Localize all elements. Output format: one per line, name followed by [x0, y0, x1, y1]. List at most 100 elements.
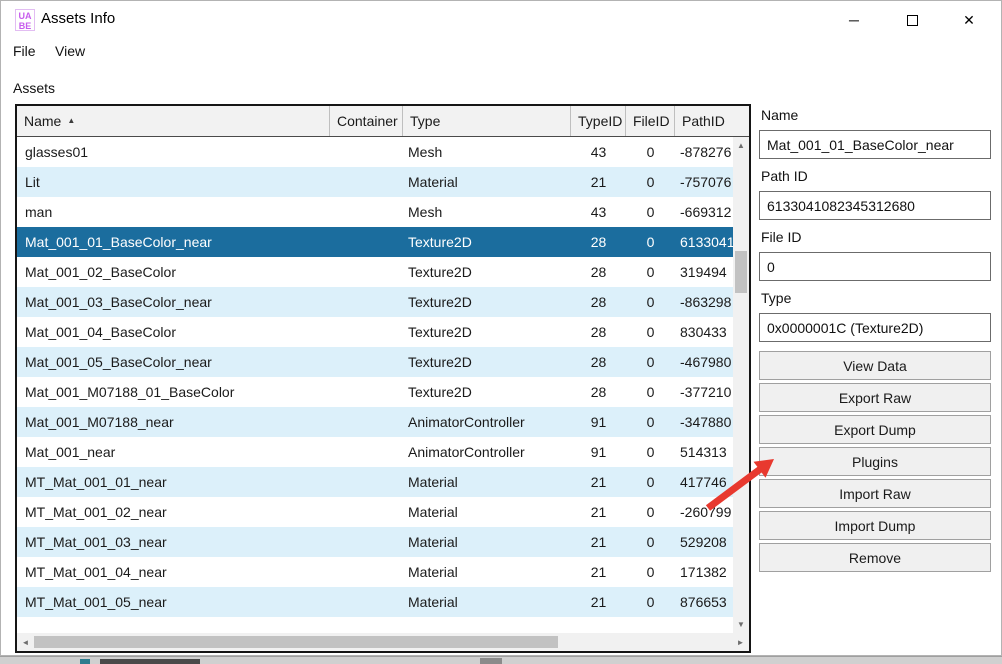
field-label: Name	[761, 107, 799, 123]
panel-button[interactable]: Import Dump	[759, 511, 991, 540]
table-row[interactable]: MT_Mat_001_02_near Material 21 0 -260799	[17, 497, 733, 527]
horizontal-scrollbar[interactable]: ◄ ►	[17, 633, 749, 651]
panel-field: Type	[759, 290, 991, 342]
cell-name: MT_Mat_001_05_near	[25, 594, 167, 610]
cell-fileid: 0	[646, 474, 655, 490]
column-header[interactable]: Container	[330, 106, 403, 136]
cell-fileid: 0	[646, 594, 655, 610]
table-row[interactable]: Mat_001_02_BaseColor Texture2D 28 0 3194…	[17, 257, 733, 287]
column-header[interactable]: Name ▲	[17, 106, 330, 136]
column-header-label: TypeID	[578, 113, 623, 129]
menu-item-file[interactable]: File	[13, 43, 36, 59]
column-header[interactable]: FileID	[626, 106, 675, 136]
column-header-label: PathID	[682, 113, 725, 129]
column-header[interactable]: Type	[403, 106, 571, 136]
cell-typeid: 28	[590, 384, 607, 400]
maximize-button[interactable]	[890, 2, 934, 38]
field-input[interactable]	[759, 313, 991, 342]
column-header-label: Type	[410, 113, 441, 129]
field-input[interactable]	[759, 130, 991, 159]
scroll-down-icon[interactable]: ▼	[737, 620, 745, 629]
table-row[interactable]: MT_Mat_001_05_near Material 21 0 876653	[17, 587, 733, 617]
panel-button[interactable]: View Data	[759, 351, 991, 380]
cell-container	[330, 467, 403, 497]
cell-name: MT_Mat_001_01_near	[25, 474, 167, 490]
cell-name: MT_Mat_001_02_near	[25, 504, 167, 520]
panel-button[interactable]: Remove	[759, 543, 991, 572]
cell-container	[330, 257, 403, 287]
column-header-label: Name	[24, 113, 62, 129]
panel-button[interactable]: Export Dump	[759, 415, 991, 444]
panel-button[interactable]: Plugins	[759, 447, 991, 476]
column-header-label: FileID	[633, 113, 670, 129]
table-row[interactable]: glasses01 Mesh 43 0 -878276	[17, 137, 733, 167]
close-button[interactable]: ✕	[947, 2, 991, 38]
table-row[interactable]: Mat_001_05_BaseColor_near Texture2D 28 0…	[17, 347, 733, 377]
cell-name: glasses01	[25, 144, 89, 160]
table-row[interactable]: MT_Mat_001_03_near Material 21 0 529208	[17, 527, 733, 557]
app-icon-text-top: UA	[18, 11, 32, 21]
cell-pathid: 171382	[680, 564, 727, 580]
cell-container	[330, 377, 403, 407]
table-row[interactable]: Mat_001_near AnimatorController 91 0 514…	[17, 437, 733, 467]
column-header[interactable]: TypeID	[571, 106, 626, 136]
cell-typeid: 21	[590, 474, 607, 490]
table-row[interactable]: Mat_001_M07188_near AnimatorController 9…	[17, 407, 733, 437]
cell-typeid: 28	[590, 294, 607, 310]
table-row[interactable]: Mat_001_M07188_01_BaseColor Texture2D 28…	[17, 377, 733, 407]
cell-type: Texture2D	[408, 234, 472, 250]
table-row[interactable]: Mat_001_04_BaseColor Texture2D 28 0 8304…	[17, 317, 733, 347]
field-input[interactable]	[759, 252, 991, 281]
table-row[interactable]: Lit Material 21 0 -757076	[17, 167, 733, 197]
cell-container	[330, 437, 403, 467]
cell-fileid: 0	[646, 144, 655, 160]
close-icon: ✕	[963, 11, 975, 28]
table-row[interactable]: MT_Mat_001_04_near Material 21 0 171382	[17, 557, 733, 587]
title-bar[interactable]: UA BE Assets Info ─ ✕	[1, 1, 1001, 39]
cell-pathid: -467980	[680, 354, 732, 370]
panel-button[interactable]: Import Raw	[759, 479, 991, 508]
cell-fileid: 0	[646, 354, 655, 370]
column-header[interactable]: PathID	[675, 106, 749, 136]
cell-pathid: 830433	[680, 324, 727, 340]
maximize-icon	[906, 14, 918, 26]
cell-name: Mat_001_04_BaseColor	[25, 324, 176, 340]
cell-fileid: 0	[646, 234, 655, 250]
cell-container	[330, 137, 403, 167]
vertical-scrollbar-thumb[interactable]	[735, 251, 747, 293]
minimize-button[interactable]: ─	[832, 2, 876, 38]
cell-type: Material	[408, 504, 458, 520]
panel-button[interactable]: Export Raw	[759, 383, 991, 412]
cell-fileid: 0	[646, 534, 655, 550]
cell-name: Mat_001_near	[25, 444, 116, 460]
scroll-up-icon[interactable]: ▲	[737, 141, 745, 150]
field-label: Type	[761, 290, 792, 306]
cell-pathid: 417746	[680, 474, 727, 490]
cell-type: Material	[408, 534, 458, 550]
table-row[interactable]: man Mesh 43 0 -669312	[17, 197, 733, 227]
cell-type: Texture2D	[408, 264, 472, 280]
table-row[interactable]: Mat_001_03_BaseColor_near Texture2D 28 0…	[17, 287, 733, 317]
scroll-right-icon[interactable]: ►	[736, 637, 745, 647]
vertical-scrollbar[interactable]: ▲ ▼	[733, 137, 749, 633]
menu-item-view[interactable]: View	[55, 43, 86, 59]
table-row[interactable]: Mat_001_01_BaseColor_near Texture2D 28 0…	[17, 227, 733, 257]
scroll-left-icon[interactable]: ◄	[21, 637, 30, 647]
cell-container	[330, 227, 403, 257]
table-row[interactable]: MT_Mat_001_01_near Material 21 0 417746	[17, 467, 733, 497]
cell-pathid: -757076	[680, 174, 732, 190]
minimize-icon: ─	[849, 12, 859, 28]
field-input[interactable]	[759, 191, 991, 220]
cell-name: Mat_001_01_BaseColor_near	[25, 234, 212, 250]
cell-pathid: -863298	[680, 294, 732, 310]
cell-fileid: 0	[646, 444, 655, 460]
cell-pathid: -878276	[680, 144, 732, 160]
cell-container	[330, 317, 403, 347]
asset-list-body: glasses01 Mesh 43 0 -878276 Lit Material…	[17, 137, 733, 633]
background-window-fragment	[100, 659, 200, 664]
assets-group-label: Assets	[13, 80, 56, 96]
cell-container	[330, 287, 403, 317]
cell-typeid: 21	[590, 534, 607, 550]
cell-pathid: -377210	[680, 384, 732, 400]
horizontal-scrollbar-thumb[interactable]	[34, 636, 558, 648]
